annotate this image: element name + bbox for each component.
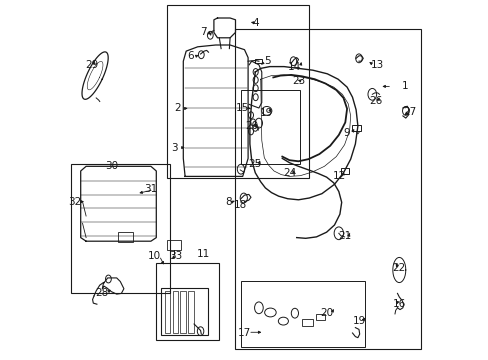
Text: 23: 23 <box>291 76 305 86</box>
Text: 30: 30 <box>104 161 118 171</box>
Text: 14: 14 <box>288 62 301 72</box>
Text: 22: 22 <box>392 263 405 273</box>
Bar <box>164 291 170 333</box>
Text: 32: 32 <box>68 197 81 207</box>
Text: 17: 17 <box>237 328 251 338</box>
Text: 7: 7 <box>200 27 206 37</box>
Text: 20: 20 <box>320 308 333 318</box>
Text: 20: 20 <box>244 121 258 131</box>
Text: 15: 15 <box>236 103 249 113</box>
Bar <box>316 314 325 320</box>
Text: 2: 2 <box>174 103 181 113</box>
Text: 1: 1 <box>401 81 407 91</box>
Bar <box>161 288 207 335</box>
Text: 9: 9 <box>343 128 350 138</box>
Bar <box>241 281 365 347</box>
Bar <box>235 29 420 349</box>
Bar <box>167 5 309 178</box>
Text: 10: 10 <box>148 251 161 261</box>
Text: 24: 24 <box>282 168 296 178</box>
Bar <box>188 291 194 333</box>
Text: 19: 19 <box>259 108 272 118</box>
Text: 25: 25 <box>248 159 262 169</box>
Text: 26: 26 <box>368 96 382 106</box>
Text: 18: 18 <box>234 200 247 210</box>
Text: 3: 3 <box>171 143 177 153</box>
Text: 16: 16 <box>392 299 405 309</box>
Bar <box>172 291 178 333</box>
Text: 28: 28 <box>96 288 109 298</box>
Text: 21: 21 <box>338 231 351 241</box>
Text: 19: 19 <box>352 316 366 326</box>
Text: 12: 12 <box>333 171 346 181</box>
Bar <box>351 125 360 131</box>
Bar <box>255 59 261 63</box>
Text: 31: 31 <box>144 184 157 194</box>
Text: 5: 5 <box>264 56 271 66</box>
Bar <box>167 240 181 250</box>
Text: 4: 4 <box>251 18 258 28</box>
Text: 13: 13 <box>370 60 384 70</box>
Bar <box>180 291 186 333</box>
Text: 29: 29 <box>85 60 98 70</box>
Bar <box>302 319 312 326</box>
Text: 6: 6 <box>187 51 193 61</box>
Bar <box>118 232 133 242</box>
Text: 33: 33 <box>169 251 183 261</box>
Text: 27: 27 <box>403 107 416 117</box>
Bar <box>71 164 170 293</box>
Bar <box>340 168 348 174</box>
Bar <box>156 263 219 340</box>
Text: 11: 11 <box>196 249 209 259</box>
Text: 8: 8 <box>224 197 231 207</box>
Bar <box>241 90 300 164</box>
